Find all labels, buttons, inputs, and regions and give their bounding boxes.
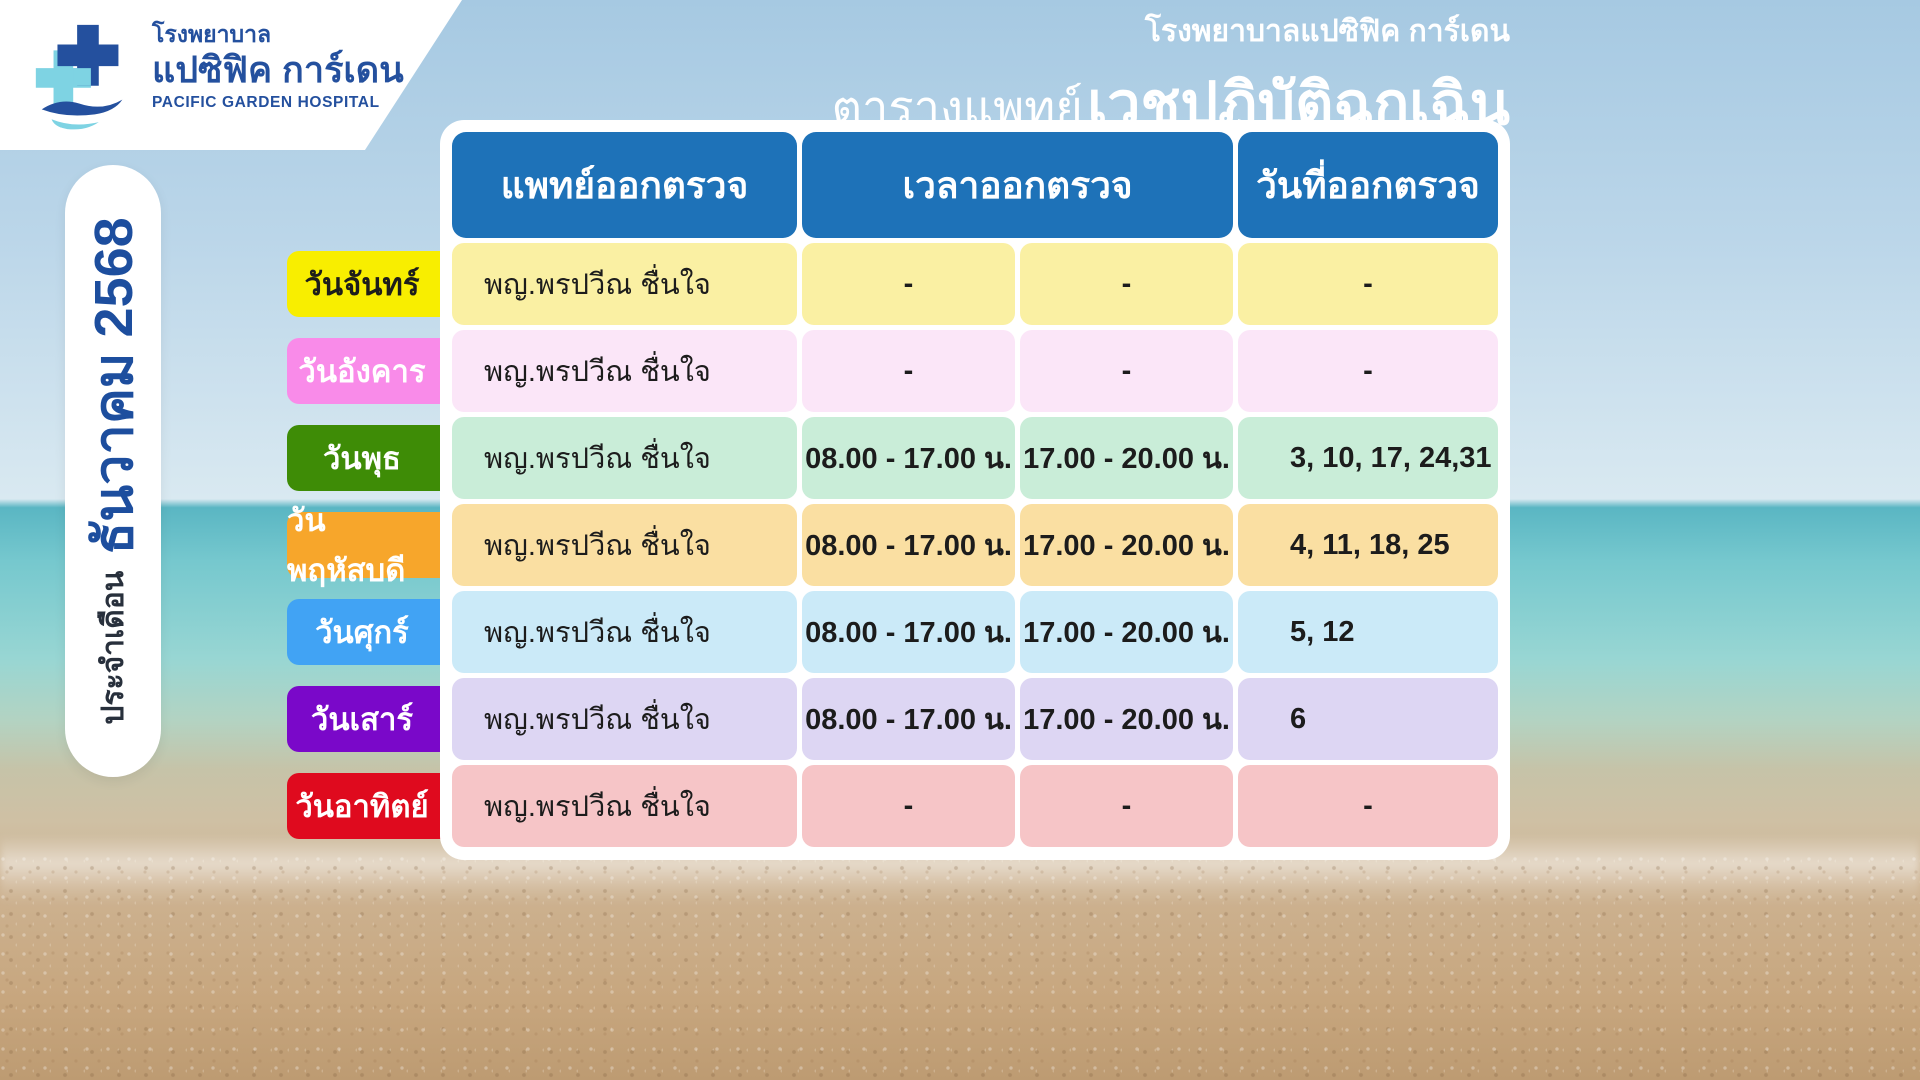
day-label-saturday: วันเสาร์: [287, 686, 457, 752]
dates-cell: 4, 11, 18, 25: [1238, 504, 1498, 586]
dates-cell: 5, 12: [1238, 591, 1498, 673]
logo-english-line: PACIFIC GARDEN HOSPITAL: [152, 94, 380, 112]
time-evening-cell: 17.00 - 20.00 น.: [1020, 591, 1233, 673]
table-row-thursday: พญ.พรปวีณ ชื่นใจ 08.00 - 17.00 น. 17.00 …: [452, 504, 1498, 586]
time-day-cell: -: [802, 330, 1015, 412]
month-value: ธันวาคม 2568: [84, 217, 144, 555]
schedule-table: แพทย์ออกตรวจ เวลาออกตรวจ วันที่ออกตรวจ พ…: [440, 120, 1510, 860]
month-badge-text: ประจำเดือน ธันวาคม 2568: [70, 217, 156, 724]
sand-pebble-texture: [0, 855, 1920, 1080]
time-evening-cell: -: [1020, 765, 1233, 847]
month-prefix: ประจำเดือน: [96, 570, 130, 725]
time-day-cell: -: [802, 765, 1015, 847]
table-row-sunday: พญ.พรปวีณ ชื่นใจ - - -: [452, 765, 1498, 847]
doctor-cell: พญ.พรปวีณ ชื่นใจ: [452, 243, 797, 325]
dates-cell: -: [1238, 765, 1498, 847]
day-label-tuesday: วันอังคาร: [287, 338, 457, 404]
logo-thai-line2: แปซิฟิค การ์เดน: [152, 48, 404, 90]
day-label-friday: วันศุกร์: [287, 599, 457, 665]
time-day-cell: 08.00 - 17.00 น.: [802, 504, 1015, 586]
dates-cell: -: [1238, 243, 1498, 325]
hospital-cross-logo-icon: [35, 24, 123, 130]
dates-cell: -: [1238, 330, 1498, 412]
day-label-thursday: วันพฤหัสบดี: [287, 503, 457, 588]
column-header-time: เวลาออกตรวจ: [802, 132, 1233, 238]
dates-cell: 3, 10, 17, 24,31: [1238, 417, 1498, 499]
table-row-tuesday: พญ.พรปวีณ ชื่นใจ - - -: [452, 330, 1498, 412]
hospital-name-text: โรงพยาบาลแปซิฟิค การ์เดน: [1144, 15, 1510, 48]
doctor-cell: พญ.พรปวีณ ชื่นใจ: [452, 678, 797, 760]
time-day-cell: 08.00 - 17.00 น.: [802, 591, 1015, 673]
doctor-cell: พญ.พรปวีณ ชื่นใจ: [452, 765, 797, 847]
column-header-date: วันที่ออกตรวจ: [1238, 132, 1498, 238]
logo-thai-line1: โรงพยาบาล: [152, 21, 272, 47]
doctor-cell: พญ.พรปวีณ ชื่นใจ: [452, 591, 797, 673]
day-label-monday: วันจันทร์: [287, 251, 457, 317]
hospital-logo-text: โรงพยาบาล แปซิฟิค การ์เดน PACIFIC GARDEN…: [152, 21, 404, 112]
doctor-cell: พญ.พรปวีณ ชื่นใจ: [452, 504, 797, 586]
doctor-cell: พญ.พรปวีณ ชื่นใจ: [452, 417, 797, 499]
time-day-cell: -: [802, 243, 1015, 325]
time-evening-cell: 17.00 - 20.00 น.: [1020, 417, 1233, 499]
time-evening-cell: 17.00 - 20.00 น.: [1020, 504, 1233, 586]
column-header-doctor: แพทย์ออกตรวจ: [452, 132, 797, 238]
doctor-cell: พญ.พรปวีณ ชื่นใจ: [452, 330, 797, 412]
time-evening-cell: 17.00 - 20.00 น.: [1020, 678, 1233, 760]
day-label-sunday: วันอาทิตย์: [287, 773, 457, 839]
time-day-cell: 08.00 - 17.00 น.: [802, 417, 1015, 499]
table-row-friday: พญ.พรปวีณ ชื่นใจ 08.00 - 17.00 น. 17.00 …: [452, 591, 1498, 673]
table-row-saturday: พญ.พรปวีณ ชื่นใจ 08.00 - 17.00 น. 17.00 …: [452, 678, 1498, 760]
table-row-wednesday: พญ.พรปวีณ ชื่นใจ 08.00 - 17.00 น. 17.00 …: [452, 417, 1498, 499]
time-day-cell: 08.00 - 17.00 น.: [802, 678, 1015, 760]
time-evening-cell: -: [1020, 243, 1233, 325]
day-label-wednesday: วันพุธ: [287, 425, 457, 491]
dates-cell: 6: [1238, 678, 1498, 760]
table-row-monday: พญ.พรปวีณ ชื่นใจ - - -: [452, 243, 1498, 325]
time-evening-cell: -: [1020, 330, 1233, 412]
table-header-row: แพทย์ออกตรวจ เวลาออกตรวจ วันที่ออกตรวจ: [452, 132, 1498, 238]
month-badge: ประจำเดือน ธันวาคม 2568: [65, 165, 161, 777]
